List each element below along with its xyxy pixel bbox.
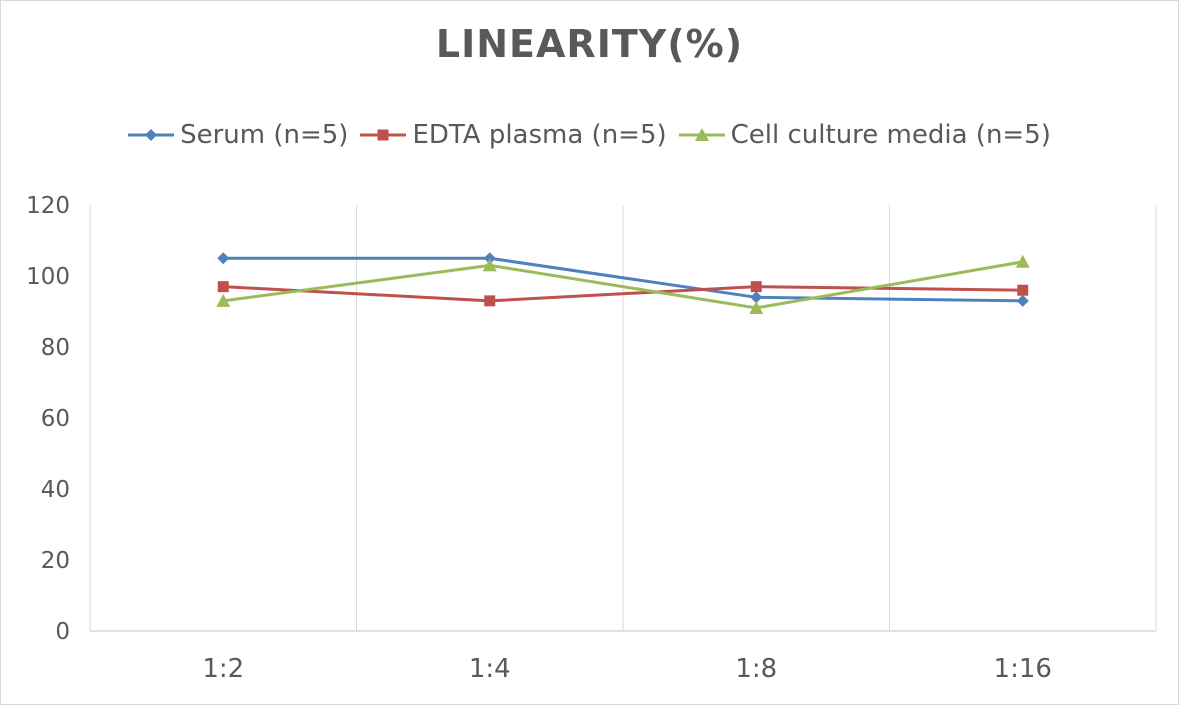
- y-tick-label: 20: [41, 548, 70, 574]
- data-point-edta-plasma-n-5: [484, 295, 496, 307]
- y-tick-label: 40: [41, 477, 70, 503]
- legend-item-cell-culture-media: Cell culture media (n=5): [678, 120, 1051, 150]
- data-point-serum-n-5: [483, 252, 496, 265]
- y-tick-label: 60: [41, 406, 70, 432]
- series-line-serum-n-5: [223, 256, 1023, 303]
- data-point-cell-culture-media-n-5: [749, 300, 764, 314]
- legend-label-cell-culture-media: Cell culture media (n=5): [730, 120, 1051, 150]
- x-tick-label: 1:8: [735, 654, 777, 684]
- series-line-cell-culture-media-n-5: [223, 260, 1024, 310]
- data-point-edta-plasma-n-5: [1017, 284, 1029, 296]
- data-point-cell-culture-media-n-5: [1015, 254, 1030, 268]
- x-tick-label: 1:4: [469, 654, 511, 684]
- y-tick-label: 0: [55, 619, 70, 645]
- data-point-serum-n-5: [750, 291, 763, 304]
- x-tick-label: 1:2: [202, 654, 244, 684]
- legend-swatch-edta-plasma: [360, 129, 407, 141]
- legend-item-edta-plasma: EDTA plasma (n=5): [360, 120, 667, 150]
- y-tick-label: 120: [26, 193, 70, 219]
- legend-swatch-cell-culture-media: [678, 128, 725, 141]
- data-point-serum-n-5: [217, 252, 230, 265]
- chart-title: LINEARITY(%): [435, 22, 744, 66]
- x-tick-label: 1:16: [994, 654, 1052, 684]
- y-tick-label: 80: [41, 335, 70, 361]
- legend-swatch-serum: [128, 129, 175, 141]
- y-tick-label: 100: [26, 264, 70, 290]
- data-point-cell-culture-media-n-5: [216, 293, 231, 307]
- data-point-edta-plasma-n-5: [750, 281, 762, 293]
- legend-label-serum: Serum (n=5): [180, 120, 349, 150]
- data-point-serum-n-5: [1016, 294, 1029, 307]
- series-line-edta-plasma-n-5: [223, 285, 1023, 303]
- data-point-cell-culture-media-n-5: [482, 258, 497, 272]
- data-point-edta-plasma-n-5: [217, 281, 229, 293]
- legend-label-edta-plasma: EDTA plasma (n=5): [412, 120, 667, 150]
- chart-legend: Serum (n=5) EDTA plasma (n=5) Cell cultu…: [0, 120, 1179, 150]
- legend-item-serum: Serum (n=5): [128, 120, 348, 150]
